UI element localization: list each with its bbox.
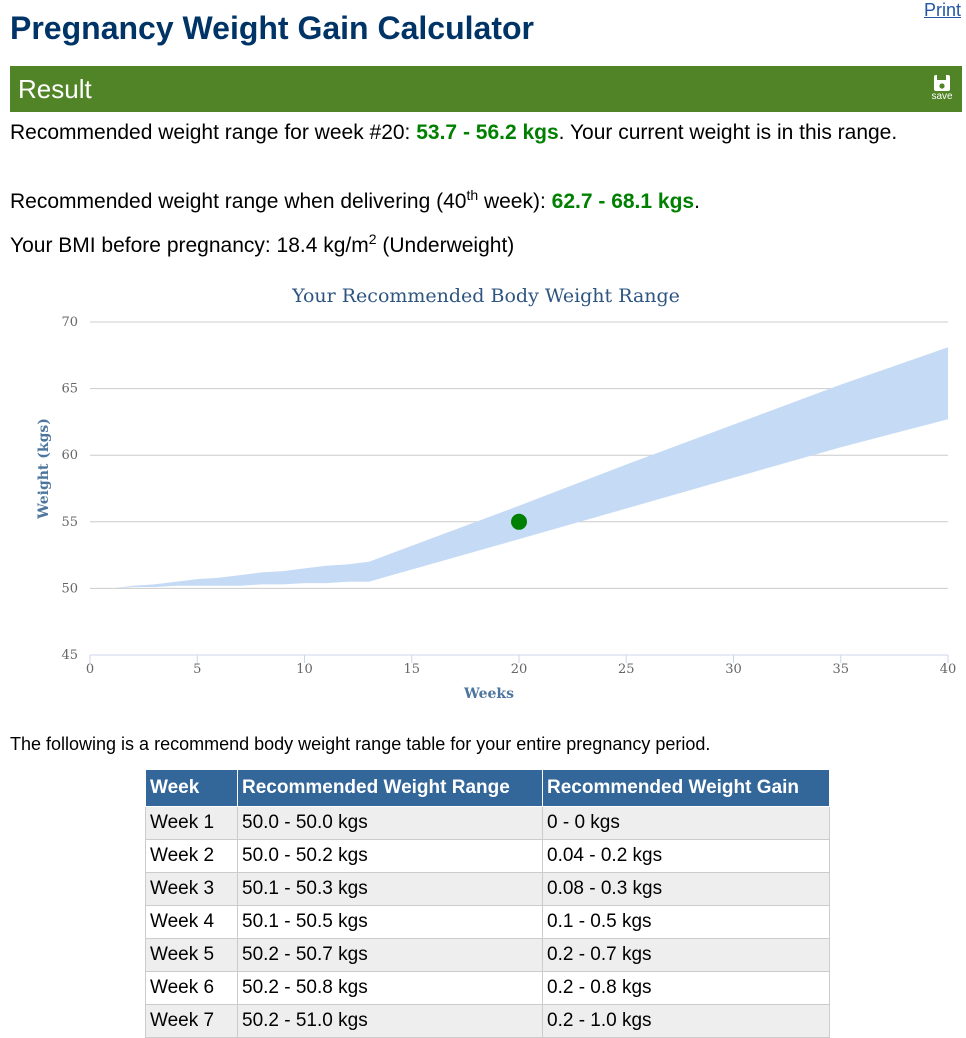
delivery-text-mid: week): [478, 190, 552, 213]
x-tick-label: 10 [296, 662, 313, 677]
cell-range: 50.2 - 51.0 kgs [237, 1004, 543, 1038]
save-button[interactable]: save [930, 74, 954, 106]
delivery-range-value: 62.7 - 68.1 kgs [551, 190, 695, 213]
result-week-status: . Your current weight is in this range. [558, 121, 898, 144]
cell-gain: 0 - 0 kgs [542, 806, 830, 840]
cell-week: Week 6 [145, 971, 238, 1005]
cell-range: 50.0 - 50.0 kgs [237, 806, 543, 840]
y-tick-label: 50 [61, 581, 78, 596]
table-row: Week 4 50.1 - 50.5 kgs 0.1 - 0.5 kgs [145, 905, 830, 939]
cell-gain: 0.08 - 0.3 kgs [542, 872, 830, 906]
cell-range: 50.1 - 50.3 kgs [237, 872, 543, 906]
weight-range-band [111, 347, 948, 589]
y-tick-label: 65 [61, 382, 78, 397]
result-delivery-range: Recommended weight range when delivering… [10, 188, 950, 215]
cell-week: Week 5 [145, 938, 238, 972]
table-row: Week 5 50.2 - 50.7 kgs 0.2 - 0.7 kgs [145, 938, 830, 972]
table-row: Week 7 50.2 - 51.0 kgs 0.2 - 1.0 kgs [145, 1004, 830, 1038]
x-tick-label: 20 [511, 662, 528, 677]
x-tick-label: 30 [725, 662, 742, 677]
x-tick-label: 25 [618, 662, 635, 677]
x-tick-label: 35 [832, 662, 849, 677]
cell-week: Week 2 [145, 839, 238, 873]
x-tick-label: 5 [193, 662, 201, 677]
cell-week: Week 1 [145, 806, 238, 840]
cell-gain: 0.2 - 0.8 kgs [542, 971, 830, 1005]
weight-range-chart: Your Recommended Body Weight Range 45 50 55… [0, 275, 966, 715]
result-week-range: Recommended weight range for week #20: 5… [10, 119, 950, 146]
cell-gain: 0.2 - 1.0 kgs [542, 1004, 830, 1038]
cell-week: Week 7 [145, 1004, 238, 1038]
cell-gain: 0.1 - 0.5 kgs [542, 905, 830, 939]
x-axis-label: Weeks [463, 686, 514, 702]
print-link[interactable]: Print [923, 0, 961, 20]
cell-range: 50.2 - 50.8 kgs [237, 971, 543, 1005]
cell-week: Week 4 [145, 905, 238, 939]
x-tick-label: 40 [940, 662, 957, 677]
table-intro: The following is a recommend body weight… [10, 734, 711, 754]
current-weight-point [511, 513, 527, 530]
result-bmi: Your BMI before pregnancy: 18.4 kg/m2 (U… [10, 232, 950, 259]
y-tick-label: 70 [61, 315, 78, 330]
header-weight-range: Recommended Weight Range [237, 769, 543, 807]
header-weight-gain: Recommended Weight Gain [542, 769, 830, 807]
week-range-value: 53.7 - 56.2 kgs [416, 121, 559, 144]
result-heading: Result [18, 74, 92, 104]
page-title: Pregnancy Weight Gain Calculator [10, 10, 534, 46]
cell-gain: 0.2 - 0.7 kgs [542, 938, 830, 972]
delivery-suffix: . [694, 190, 700, 213]
header-week: Week [145, 769, 238, 807]
result-week-text: Recommended weight range for week #20: [10, 121, 417, 144]
x-tick-label: 15 [403, 662, 420, 677]
cell-range: 50.0 - 50.2 kgs [237, 839, 543, 873]
bmi-category: (Underweight) [376, 234, 515, 257]
result-header: Result save [10, 66, 962, 112]
y-tick-label: 45 [61, 648, 78, 663]
table-header-row: Week Recommended Weight Range Recommende… [145, 769, 830, 807]
weight-table: Week Recommended Weight Range Recommende… [145, 769, 830, 1038]
chart-title: Your Recommended Body Weight Range [291, 285, 680, 307]
cell-week: Week 3 [145, 872, 238, 906]
y-tick-label: 60 [61, 448, 78, 463]
table-row: Week 6 50.2 - 50.8 kgs 0.2 - 0.8 kgs [145, 971, 830, 1005]
cell-range: 50.2 - 50.7 kgs [237, 938, 543, 972]
chart-svg: Your Recommended Body Weight Range455055… [36, 285, 957, 702]
table-row: Week 3 50.1 - 50.3 kgs 0.08 - 0.3 kgs [145, 872, 830, 906]
floppy-disk-icon [934, 75, 950, 91]
delivery-text: Recommended weight range when delivering… [10, 190, 467, 213]
table-row: Week 2 50.0 - 50.2 kgs 0.04 - 0.2 kgs [145, 839, 830, 873]
cell-range: 50.1 - 50.5 kgs [237, 905, 543, 939]
delivery-sup: th [466, 187, 479, 203]
table-row: Week 1 50.0 - 50.0 kgs 0 - 0 kgs [145, 806, 830, 840]
bmi-sup: 2 [368, 231, 377, 247]
x-tick-label: 0 [86, 662, 94, 677]
cell-gain: 0.04 - 0.2 kgs [542, 839, 830, 873]
y-axis-label: Weight (kgs) [36, 418, 52, 520]
save-label: save [931, 91, 953, 102]
bmi-text: Your BMI before pregnancy: 18.4 kg/m [10, 234, 369, 257]
y-tick-label: 55 [61, 515, 78, 530]
